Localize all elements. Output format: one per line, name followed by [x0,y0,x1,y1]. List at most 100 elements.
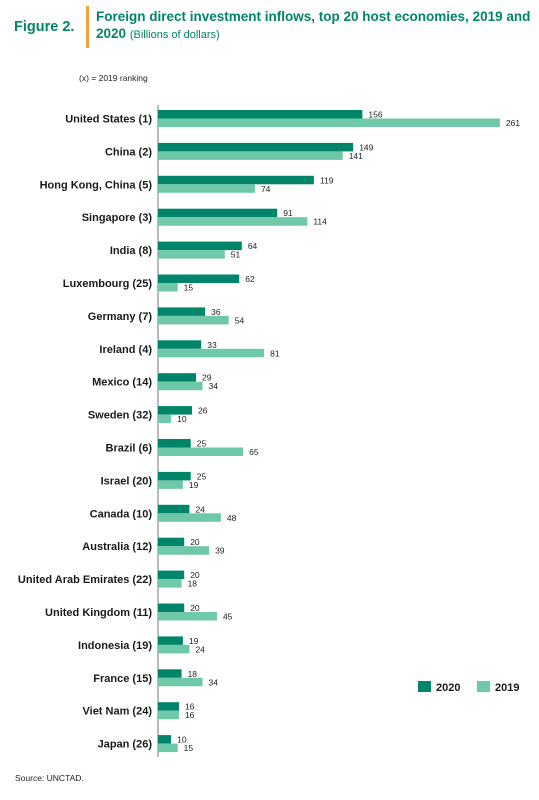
category-label: Japan (26) [98,739,153,751]
value-label-2020: 10 [177,735,187,745]
bar-2019 [158,381,203,391]
value-label-2020: 25 [197,471,207,481]
bar-2019 [158,612,217,621]
value-label-2020: 26 [198,406,208,416]
value-label-2020: 25 [197,439,207,449]
value-label-2019: 18 [188,579,198,589]
bar-2019 [158,579,182,588]
bar-2019 [158,480,183,489]
value-label-2019: 65 [249,447,259,457]
bar-2019 [158,250,225,259]
value-label-2019: 15 [184,743,194,753]
value-label-2019: 81 [270,348,280,358]
category-label: Germany (7) [88,311,153,323]
value-label-2020: 20 [190,603,200,613]
value-label-2020: 20 [190,570,200,580]
value-label-2020: 36 [211,307,221,317]
value-label-2020: 64 [248,241,258,251]
bar-2020 [158,537,185,547]
value-label-2020: 91 [283,208,293,218]
bar-2020 [158,175,314,185]
legend-label-2020: 2020 [436,682,460,694]
bar-2020 [158,439,191,448]
bar-2020 [158,208,278,218]
bar-2020 [158,274,240,283]
value-label-2019: 74 [261,184,271,194]
value-label-2020: 20 [190,537,200,547]
bar-2019 [158,348,265,358]
figure-header: Figure 2. Foreign direct investment infl… [14,6,534,48]
value-label-2019: 261 [506,118,520,128]
bar-2020 [158,373,196,382]
category-label: Hong Kong, China (5) [40,179,153,191]
ranking-note: (x) = 2019 ranking [79,73,148,83]
category-label: Canada (10) [90,508,153,520]
figure-unit: (Billions of dollars) [129,29,220,41]
bar-2020 [158,504,190,514]
value-label-2020: 18 [188,669,198,679]
category-label: Ireland (4) [99,344,152,356]
title-accent-bar [86,6,89,48]
value-label-2019: 16 [185,710,195,720]
bar-2020 [158,669,182,678]
category-label: Israel (20) [101,475,153,487]
value-label-2020: 149 [359,142,373,152]
value-label-2019: 10 [177,414,187,424]
value-label-2019: 48 [227,513,237,523]
bar-2019 [158,315,229,325]
bar-2019 [158,118,500,127]
category-label: Luxembourg (25) [63,278,153,290]
bar-2019 [158,710,179,720]
bar-2020 [158,702,179,711]
bar-2019 [158,644,190,654]
value-label-2020: 24 [195,504,205,514]
bar-2020 [158,142,354,152]
bar-2019 [158,447,244,456]
legend-label-2019: 2019 [495,682,519,694]
value-label-2019: 39 [215,546,225,556]
category-label: India (8) [110,245,153,257]
value-label-2020: 16 [185,702,195,712]
bar-2020 [158,735,172,744]
bar-2020 [158,241,242,251]
bar-2020 [158,603,185,612]
value-label-2019: 15 [184,283,194,293]
bar-2019 [158,546,210,555]
value-label-2020: 62 [245,274,255,284]
category-label: China (2) [105,146,152,158]
value-label-2019: 19 [189,480,199,490]
bar-2019 [158,151,343,160]
value-label-2020: 156 [368,110,382,120]
value-label-2019: 45 [223,612,233,622]
legend-swatch-2019 [477,681,490,692]
figure-title: Foreign direct investment inflows, top 2… [96,8,536,44]
bar-2020 [158,636,183,645]
value-label-2020: 19 [189,636,199,646]
value-label-2019: 34 [209,677,219,687]
category-label: United Arab Emirates (22) [18,574,152,586]
figure-title-text: Foreign direct investment inflows, top 2… [96,9,531,41]
value-label-2020: 119 [320,175,334,185]
category-label: United Kingdom (11) [45,607,152,619]
category-label: Sweden (32) [88,410,153,422]
value-label-2019: 141 [349,151,363,161]
bar-2020 [158,570,185,580]
value-label-2019: 54 [235,315,245,325]
bar-2019 [158,217,308,226]
bar-2019 [158,513,221,522]
category-label: Mexico (14) [92,377,152,389]
bar-2019 [158,677,203,687]
bar-2019 [158,184,255,193]
bar-2020 [158,406,193,415]
legend-swatch-2020 [418,681,431,692]
value-label-2019: 24 [195,644,205,654]
bar-2019 [158,743,178,753]
category-label: France (15) [93,673,152,685]
source-note: Source: UNCTAD. [15,773,84,783]
value-label-2020: 29 [202,373,212,383]
bar-2020 [158,340,202,349]
bar-2020 [158,110,363,119]
bar-2019 [158,283,178,292]
bar-2020 [158,307,206,316]
